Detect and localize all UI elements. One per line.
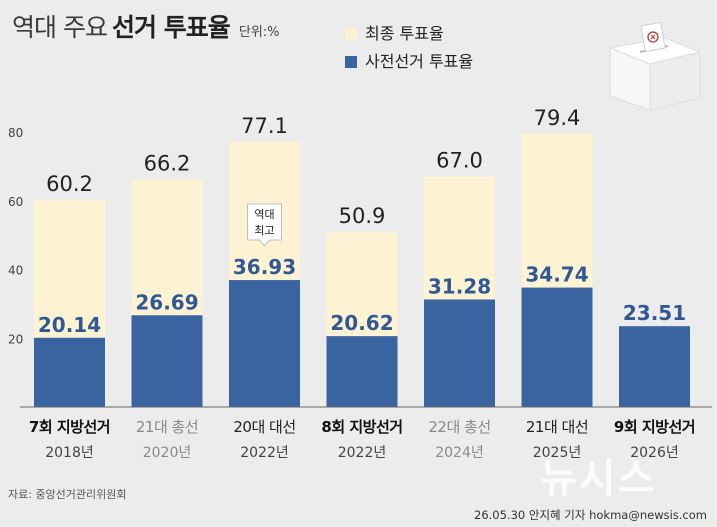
annotation-line-2: 최고 — [254, 224, 274, 237]
category-label: 7회 지방선거 — [29, 418, 110, 436]
value-label-final: 67.0 — [436, 149, 483, 173]
source-note: 자료: 중앙선거관리위원회 — [8, 488, 127, 501]
value-label-early: 34.74 — [525, 263, 588, 287]
annotation-callout-box — [247, 203, 282, 247]
legend-label-final: 최종 투표율 — [365, 24, 444, 43]
chart-title: 역대 주요 선거 투표율 단위:% — [12, 8, 280, 44]
watermark-logo: 뉴시스 — [540, 456, 657, 502]
bar-early — [131, 315, 203, 407]
value-label-early: 20.14 — [38, 313, 101, 337]
credit-line: 26.05.30 안지혜 기자 hokma@newsis.com — [474, 508, 707, 522]
value-label-final: 77.1 — [241, 114, 288, 138]
value-label-early: 23.51 — [623, 301, 686, 325]
legend-item-early: 사전선거 투표율 — [345, 48, 473, 72]
bar-early — [619, 326, 690, 407]
bars-layer: 60.2 20.14 66.2 26.69 77.1 36.93 50.9 20.62 67.0… — [34, 106, 690, 407]
category-year-label: 2024년 — [435, 445, 484, 461]
category-label: 21대 총선 — [136, 418, 198, 436]
value-label-early: 36.93 — [233, 255, 296, 279]
category-label: 9회 지방선거 — [614, 418, 695, 436]
category-year-label: 2025년 — [533, 445, 582, 461]
category-year-label: 2020년 — [143, 445, 192, 461]
y-tick-label: 40 — [8, 264, 23, 278]
bar-early — [34, 337, 105, 407]
value-label-early: 26.69 — [135, 290, 198, 314]
y-tick-label: 20 — [8, 332, 23, 346]
y-tick-label: 60 — [8, 195, 23, 209]
legend-swatch-final — [345, 28, 357, 40]
legend-label-early: 사전선거 투표율 — [365, 52, 474, 71]
bar-early — [521, 287, 593, 407]
category-year-label: 2022년 — [338, 445, 387, 461]
legend-swatch-early — [345, 56, 357, 68]
bar-early — [424, 299, 495, 407]
value-label-early: 31.28 — [428, 274, 491, 298]
title-part-1: 역대 주요 — [12, 13, 108, 42]
annotation-line-1: 역대 — [254, 208, 274, 221]
legend-item-final: 최종 투표율 — [345, 20, 444, 44]
x-axis: 7회 지방선거 2018년 21대 총선 2020년 20대 대선 2022년 8회 지방선… — [20, 406, 712, 461]
value-label-final: 50.9 — [339, 204, 386, 228]
category-label: 20대 대선 — [233, 418, 295, 436]
value-label-final: 60.2 — [46, 172, 93, 196]
unit-label: 단위:% — [238, 25, 280, 40]
category-label: 8회 지방선거 — [321, 418, 402, 436]
bar-early — [229, 280, 300, 407]
value-label-final: 66.2 — [144, 151, 191, 175]
bar-early — [326, 336, 398, 407]
y-tick-label: 80 — [8, 126, 23, 140]
title-part-2: 선거 투표율 — [112, 13, 231, 42]
y-axis: 20 40 60 80 — [8, 126, 23, 346]
category-label: 22대 총선 — [428, 418, 490, 436]
ballot-box-icon — [608, 21, 702, 111]
category-year-label: 2018년 — [45, 445, 94, 461]
category-year-label: 2026년 — [630, 445, 679, 461]
value-label-early: 20.62 — [330, 311, 393, 335]
category-label: 21대 대선 — [526, 418, 588, 436]
value-label-final: 79.4 — [534, 106, 581, 130]
category-year-label: 2022년 — [240, 445, 289, 461]
